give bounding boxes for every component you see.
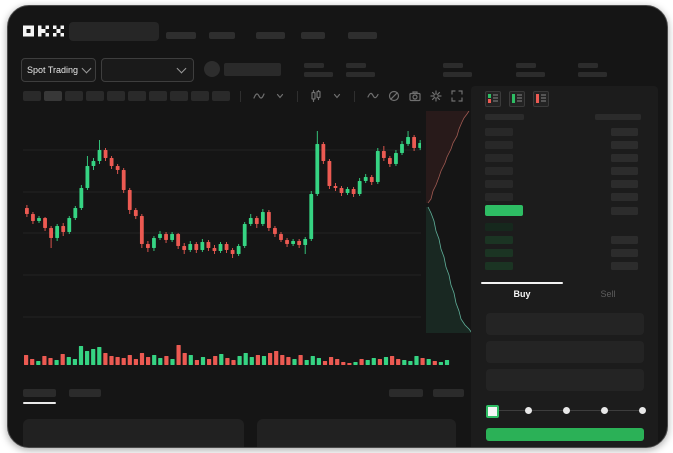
ask-row[interactable] <box>471 178 658 191</box>
ask-row[interactable] <box>471 191 658 204</box>
camera-icon[interactable] <box>408 90 421 103</box>
ticker-stat-3 <box>443 63 472 77</box>
orderbook-header-left <box>485 114 524 120</box>
slider-handle[interactable] <box>486 405 499 418</box>
slider-stop-100[interactable] <box>638 407 646 414</box>
toolbar-divider <box>240 90 241 102</box>
interval-button-10[interactable] <box>212 91 230 101</box>
candle-type-icon[interactable] <box>309 90 322 103</box>
app-window: Spot Trading <box>7 5 668 448</box>
bottom-tab-2[interactable] <box>69 389 101 397</box>
interval-button-1[interactable] <box>23 91 41 101</box>
interval-button-8[interactable] <box>170 91 188 101</box>
depth-asks-area <box>426 111 469 203</box>
nav-item-2[interactable] <box>209 32 235 39</box>
last-price-badge <box>485 205 523 216</box>
toolbar-divider <box>297 90 298 102</box>
total-input[interactable] <box>486 369 644 391</box>
chevron-down-icon <box>81 63 92 74</box>
chevron-down-icon <box>176 63 187 74</box>
trade-side-panel: Buy Sell <box>471 86 658 447</box>
top-navigation-bar <box>8 6 667 54</box>
orderbook-header-right <box>595 114 641 120</box>
coin-avatar <box>204 61 220 77</box>
chevron-down-icon[interactable] <box>273 90 286 103</box>
active-tab-indicator <box>23 402 56 404</box>
ticker-stat-4 <box>516 63 545 77</box>
amount-input[interactable] <box>486 341 644 363</box>
amount-percent-slider[interactable] <box>486 405 646 418</box>
bottom-right-control-1[interactable] <box>389 389 423 397</box>
slider-stop-50[interactable] <box>562 407 570 414</box>
tab-buy[interactable]: Buy <box>513 289 531 299</box>
interval-button-2[interactable] <box>44 91 62 101</box>
orderbook-view-bids-icon[interactable] <box>509 91 525 107</box>
depth-bids-area <box>426 207 472 333</box>
ask-row[interactable] <box>471 139 658 152</box>
interval-button-3[interactable] <box>65 91 83 101</box>
pair-name-placeholder <box>224 63 281 76</box>
orderbook-view-combined-icon[interactable] <box>485 91 501 107</box>
orderbook-view-asks-icon[interactable] <box>533 91 549 107</box>
okx-logo-icon[interactable] <box>23 25 64 37</box>
interval-button-6[interactable] <box>128 91 146 101</box>
search-input[interactable] <box>69 22 159 41</box>
bottom-right-control-2[interactable] <box>433 389 464 397</box>
volume-chart <box>24 345 450 365</box>
ask-row[interactable] <box>471 152 658 165</box>
last-price-right-placeholder <box>611 207 638 215</box>
chevron-down-icon[interactable] <box>330 90 343 103</box>
nav-item-5[interactable] <box>348 32 377 39</box>
bid-row[interactable] <box>471 234 658 247</box>
interval-button-4[interactable] <box>86 91 104 101</box>
slider-stop-25[interactable] <box>524 407 532 414</box>
ticker-stat-2 <box>346 63 375 77</box>
depth-asks-line <box>427 111 470 204</box>
toolbar-divider <box>354 90 355 102</box>
active-trade-tab-indicator <box>481 282 563 284</box>
line-style-icon[interactable] <box>252 90 265 103</box>
candlestick-chart[interactable] <box>23 111 421 336</box>
chart-toolbar <box>23 90 467 102</box>
depth-chart[interactable] <box>426 111 472 333</box>
nav-item-4[interactable] <box>301 32 325 39</box>
nav-item-1[interactable] <box>166 32 196 39</box>
depth-bids-line <box>427 206 472 333</box>
bottom-tab-1[interactable] <box>23 389 56 397</box>
history-panel <box>257 419 456 447</box>
bid-row[interactable] <box>471 260 658 273</box>
compare-icon[interactable] <box>387 90 400 103</box>
ticker-stat-5 <box>578 63 607 77</box>
ticker-stat-1 <box>304 63 333 77</box>
fullscreen-icon[interactable] <box>450 90 463 103</box>
nav-item-3[interactable] <box>256 32 285 39</box>
ask-row[interactable] <box>471 126 658 139</box>
interval-button-9[interactable] <box>191 91 209 101</box>
orders-panel <box>23 419 244 447</box>
buy-submit-button[interactable] <box>486 428 644 441</box>
interval-button-7[interactable] <box>149 91 167 101</box>
market-type-label: Spot Trading <box>26 65 79 75</box>
settings-icon[interactable] <box>429 90 442 103</box>
bid-row[interactable] <box>471 221 658 234</box>
orderbook-last-price-row[interactable] <box>485 205 645 219</box>
tab-sell[interactable]: Sell <box>600 289 616 299</box>
interval-button-5[interactable] <box>107 91 125 101</box>
market-type-selector[interactable]: Spot Trading <box>21 58 96 82</box>
pair-selector[interactable] <box>101 58 194 82</box>
indicators-icon[interactable] <box>366 90 379 103</box>
slider-stop-75[interactable] <box>600 407 608 414</box>
bid-row[interactable] <box>471 247 658 260</box>
price-input[interactable] <box>486 313 644 335</box>
ask-row[interactable] <box>471 165 658 178</box>
